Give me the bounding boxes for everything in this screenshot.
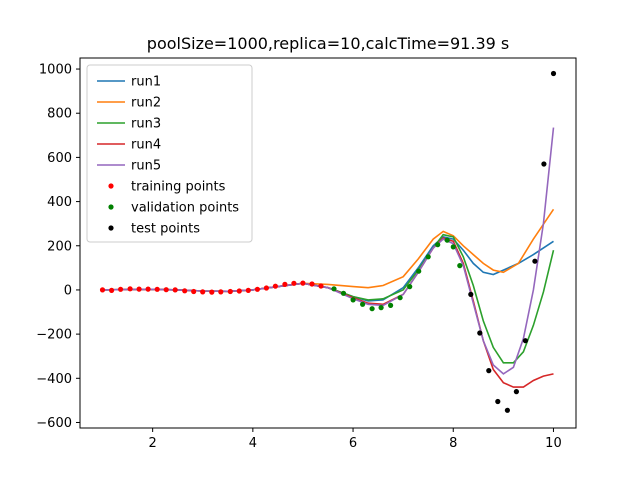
data-point-training-points-18: [263, 285, 269, 291]
data-point-test-points-2: [486, 368, 492, 374]
y-tick-label-600: 600: [47, 151, 72, 166]
data-point-training-points-16: [245, 287, 251, 293]
data-point-training-points-22: [300, 280, 306, 286]
data-point-training-points-12: [209, 289, 215, 295]
legend-swatch-validation-points: [108, 204, 114, 210]
plot-frame: [79, 57, 577, 429]
data-point-training-points-9: [182, 288, 188, 294]
data-point-training-points-8: [172, 287, 178, 293]
points-layer: [99, 70, 557, 413]
data-point-training-points-7: [163, 287, 169, 293]
data-point-test-points-3: [495, 398, 501, 405]
data-point-validation-points-10: [425, 254, 431, 260]
data-point-training-points-0: [99, 287, 106, 293]
data-point-training-points-3: [127, 286, 133, 292]
data-point-training-points-24: [318, 283, 324, 289]
data-point-validation-points-1: [340, 290, 347, 296]
legend-label-run5: run5: [131, 159, 161, 174]
data-point-validation-points-4: [369, 306, 375, 312]
y-tick-label-800: 800: [47, 107, 72, 122]
x-tick-label-10: 10: [545, 436, 562, 451]
x-tick-label-6: 6: [349, 436, 357, 451]
data-point-validation-points-12: [444, 237, 450, 243]
data-point-test-points-4: [504, 407, 510, 413]
legend-box: [86, 64, 253, 243]
data-point-training-points-6: [154, 286, 160, 292]
y-tick-label-400: 400: [47, 195, 72, 210]
data-point-training-points-10: [191, 288, 197, 295]
data-point-training-points-14: [227, 288, 233, 295]
data-point-validation-points-7: [397, 295, 403, 301]
legend-label-training-points: training points: [131, 180, 226, 195]
y-tick-label--400: −400: [36, 372, 72, 387]
data-point-training-points-11: [200, 289, 206, 295]
data-point-test-points-9: [550, 70, 557, 77]
y-tick-label-0: 0: [64, 283, 72, 298]
x-tick-label-4: 4: [249, 436, 257, 451]
data-point-training-points-5: [145, 286, 151, 292]
data-point-test-points-8: [541, 161, 547, 167]
data-point-validation-points-9: [416, 268, 422, 274]
data-point-training-points-23: [309, 281, 315, 287]
x-tick-label-2: 2: [149, 436, 157, 451]
x-tick-label-8: 8: [449, 436, 457, 451]
data-point-training-points-2: [118, 286, 124, 292]
data-point-validation-points-8: [407, 284, 413, 290]
data-point-validation-points-3: [360, 301, 366, 307]
legend-swatch-training-points: [108, 183, 114, 189]
data-point-validation-points-2: [350, 297, 356, 303]
data-point-test-points-7: [532, 258, 538, 264]
data-point-training-points-13: [218, 289, 224, 295]
data-point-validation-points-13: [450, 244, 456, 250]
data-point-test-points-0: [468, 291, 474, 297]
y-tick-label--600: −600: [36, 416, 72, 431]
data-point-test-points-6: [522, 338, 529, 344]
legend: run1 run2 run3 run4 run5 training points valid…: [86, 64, 253, 243]
y-tick-label-200: 200: [47, 239, 72, 254]
legend-label-run2: run2: [131, 96, 161, 111]
data-point-validation-points-11: [435, 242, 441, 248]
series-layer: [102, 127, 555, 388]
data-point-training-points-4: [136, 286, 142, 292]
data-point-training-points-17: [254, 286, 260, 292]
legend-label-run1: run1: [131, 75, 161, 90]
data-point-test-points-5: [513, 389, 520, 395]
data-point-training-points-20: [282, 281, 288, 287]
legend-label-validation-points: validation points: [131, 201, 239, 216]
data-point-training-points-1: [109, 287, 115, 293]
series-line-run5: [102, 127, 555, 375]
chart-title: poolSize=1000,replica=10,calcTime=91.39 …: [147, 34, 509, 53]
legend-label-run4: run4: [131, 138, 161, 153]
legend-label-run3: run3: [131, 117, 161, 132]
data-point-training-points-21: [291, 280, 297, 286]
y-tick-label--200: −200: [36, 328, 72, 343]
legend-label-test-points: test points: [131, 222, 200, 237]
data-point-validation-points-14: [457, 263, 463, 269]
data-point-test-points-1: [477, 330, 483, 336]
y-axis: −600 −400 −200 0 200 400 600 800 1000: [36, 63, 80, 431]
legend-swatch-test-points: [108, 225, 114, 231]
data-point-training-points-15: [236, 288, 242, 294]
data-point-training-points-19: [272, 283, 278, 289]
x-axis: 2 4 6 8 10: [149, 428, 562, 451]
y-tick-label-1000: 1000: [39, 63, 72, 78]
data-point-validation-points-0: [331, 286, 337, 292]
data-point-validation-points-6: [388, 302, 394, 308]
data-point-validation-points-5: [378, 305, 384, 311]
